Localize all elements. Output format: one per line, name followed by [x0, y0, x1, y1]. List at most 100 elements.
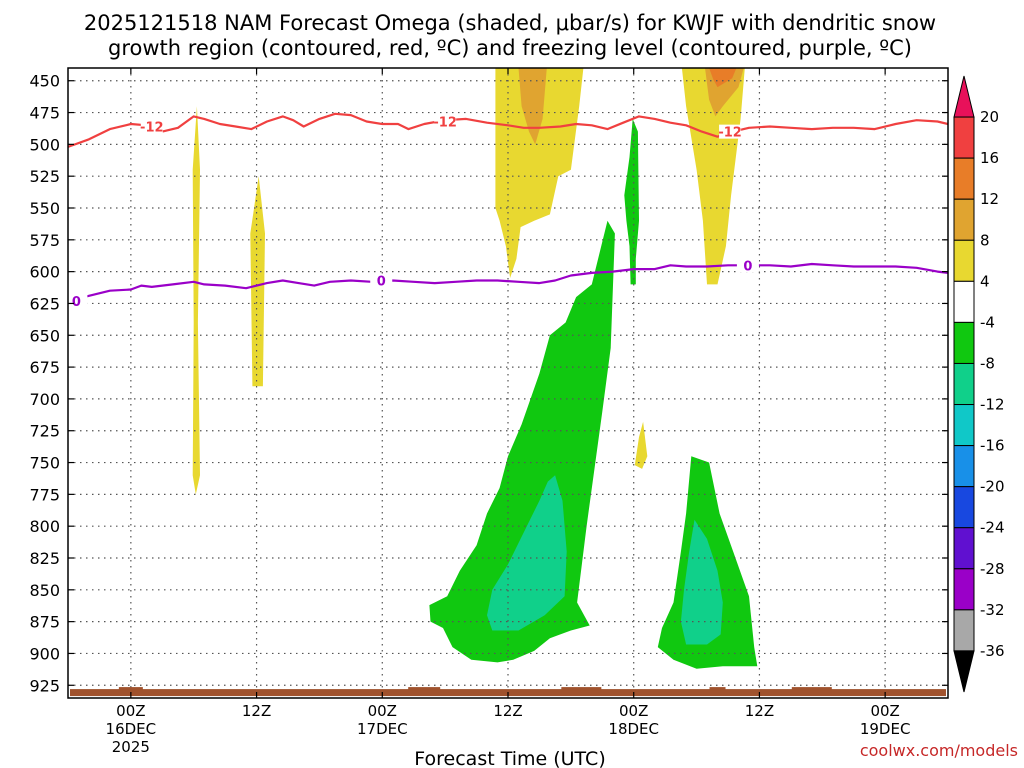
dgz-contour-label-bg-2: [434, 114, 457, 129]
ground-bump-5: [791, 687, 832, 691]
colorbar-label-0: 20: [980, 108, 999, 126]
x-tick-label-18: 12Z: [242, 702, 271, 720]
x-tick-date-54: 18DEC: [608, 720, 659, 738]
x-tick-label-42: 12Z: [493, 702, 522, 720]
grid-group: [68, 68, 948, 698]
x-tick-date-6: 16DEC: [106, 720, 157, 738]
y-tick-label-725: 725: [29, 422, 60, 441]
colorbar-label-9: -20: [980, 478, 1005, 496]
x-tick-label-30: 00Z: [368, 702, 397, 720]
omega-region-6: [518, 68, 547, 145]
omega-region-1: [192, 106, 200, 495]
dgz-contour-line: [68, 112, 948, 148]
colorbar-label-8: -16: [980, 437, 1005, 455]
y-tick-label-625: 625: [29, 294, 60, 313]
dgz-contour-label-2: -12: [433, 115, 457, 130]
omega-region-12: [487, 475, 567, 631]
x-tick-label-54: 00Z: [619, 702, 648, 720]
y-tick-label-475: 475: [29, 104, 60, 123]
x-tick-date-30: 17DEC: [357, 720, 408, 738]
x-tick-date-78: 19DEC: [860, 720, 911, 738]
ground-bump-3: [561, 687, 602, 691]
colorbar-swatch-12: [953, 568, 975, 611]
colorbar-label-4: 4: [980, 272, 990, 290]
omega-region-2: [250, 176, 265, 387]
y-tick-label-575: 575: [29, 231, 60, 250]
colorbar-top-arrow: [953, 75, 975, 118]
omega-region-8: [709, 68, 737, 88]
omega-region-3: [495, 68, 584, 278]
chart-title-line-2: growth region (contoured, red, ºC) and f…: [108, 36, 912, 60]
y-tick-label-800: 800: [29, 517, 60, 536]
colorbar-label-10: -24: [980, 519, 1005, 537]
colorbar-label-11: -28: [980, 560, 1005, 578]
omega-shading-group: [192, 68, 758, 669]
y-tick-label-675: 675: [29, 358, 60, 377]
omega-region-4: [681, 68, 745, 285]
y-tick-label-500: 500: [29, 135, 60, 154]
y-tick-label-775: 775: [29, 485, 60, 504]
omega-region-5: [634, 421, 648, 469]
colorbar-swatch-3: [953, 198, 975, 241]
plot-area: 0 0 0 -12 -12 -12 450 475 500 525 550 575 600 625 650 6…: [29, 67, 1005, 756]
colorbar-label-12: -32: [980, 601, 1005, 619]
x-axis-label: Forecast Time (UTC): [414, 748, 605, 768]
colorbar-label-6: -8: [980, 354, 995, 372]
colorbar-swatch-6: [953, 321, 975, 364]
dgz-contour-group: -12 -12 -12: [68, 112, 948, 148]
freezing-level-contour-label-bg-2: [370, 273, 393, 288]
x-tick-label-78: 00Z: [870, 702, 899, 720]
freezing-level-contour-label-1: 0: [72, 295, 81, 310]
colorbar-swatch-5: [953, 280, 975, 323]
y-tick-label-900: 900: [29, 644, 60, 663]
freezing-level-contour-label-bg-3: [736, 258, 759, 273]
colorbar-label-5: -4: [980, 313, 995, 331]
colorbar-swatch-9: [953, 445, 975, 488]
colorbar-swatch-10: [953, 486, 975, 529]
y-tick-label-825: 825: [29, 549, 60, 568]
freezing-level-contour-group: 0 0 0: [68, 258, 948, 310]
y-tick-label-550: 550: [29, 199, 60, 218]
freezing-level-contour-label-bg-1: [68, 293, 88, 308]
colorbar-swatch-7: [953, 362, 975, 406]
omega-region-13: [680, 519, 723, 645]
freezing-level-contour-label-2: 0: [377, 275, 386, 290]
y-tick-label-450: 450: [29, 72, 60, 91]
colorbar-label-2: 12: [980, 190, 999, 208]
dgz-contour-label-bg-3: [719, 124, 742, 139]
colorbar-swatch-11: [953, 527, 975, 570]
y-tick-label-875: 875: [29, 613, 60, 632]
colorbar-swatch-8: [953, 404, 975, 447]
ground-bump-1: [118, 687, 143, 691]
dgz-contour-label-3: -12: [718, 126, 742, 141]
freezing-level-contour-line: [68, 262, 948, 302]
y-tick-label-700: 700: [29, 390, 60, 409]
colorbar-label-13: -36: [980, 642, 1005, 660]
omega-region-9: [429, 220, 615, 663]
y-tick-label-600: 600: [29, 263, 60, 282]
omega-region-10: [624, 118, 639, 285]
freezing-level-contour-label-3: 0: [743, 259, 752, 274]
colorbar-swatch-2: [953, 157, 975, 200]
y-tick-label-750: 750: [29, 454, 60, 473]
colorbar-bottom-arrow: [953, 650, 975, 693]
x-tick-label-66: 12Z: [745, 702, 774, 720]
credit-text: coolwx.com/models: [860, 741, 1018, 760]
x-tick-year-6: 2025: [112, 738, 150, 756]
colorbar-label-3: 8: [980, 231, 990, 249]
colorbar-swatch-4: [953, 239, 975, 282]
dgz-contour-label-1: -12: [140, 121, 164, 136]
ground-bump-4: [709, 687, 726, 691]
colorbar-label-7: -12: [980, 396, 1005, 414]
chart-title-line-1: 2025121518 NAM Forecast Omega (shaded, μ…: [84, 11, 936, 35]
colorbar: 20 16 12 8 4 -4 -8 -12 -16 -20 -24 -28 -32 -36: [953, 75, 1005, 693]
dgz-contour-label-bg-1: [140, 119, 163, 134]
y-tick-label-850: 850: [29, 581, 60, 600]
colorbar-label-1: 16: [980, 149, 999, 167]
x-tick-label-6: 00Z: [116, 702, 145, 720]
y-tick-label-925: 925: [29, 676, 60, 695]
colorbar-swatch-1: [953, 116, 975, 159]
y-tick-label-525: 525: [29, 167, 60, 186]
y-tick-label-650: 650: [29, 326, 60, 345]
